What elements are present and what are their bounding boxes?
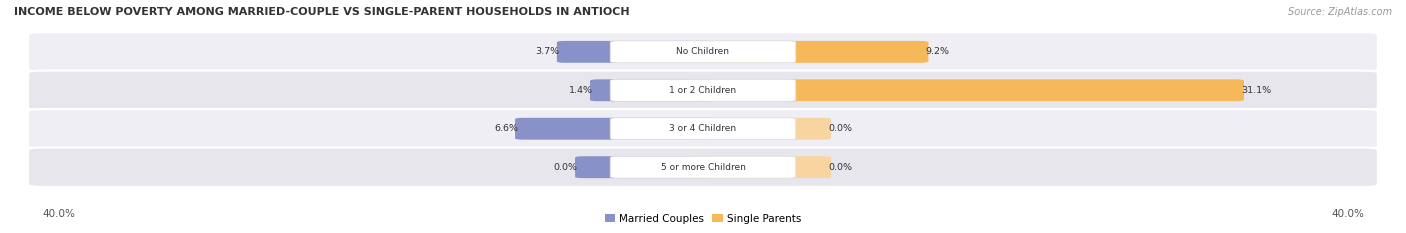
- Legend: Married Couples, Single Parents: Married Couples, Single Parents: [600, 209, 806, 228]
- Text: 3 or 4 Children: 3 or 4 Children: [669, 124, 737, 133]
- FancyBboxPatch shape: [690, 79, 1244, 101]
- FancyBboxPatch shape: [610, 41, 796, 63]
- Text: Source: ZipAtlas.com: Source: ZipAtlas.com: [1288, 7, 1392, 17]
- FancyBboxPatch shape: [690, 156, 831, 178]
- FancyBboxPatch shape: [28, 32, 1378, 72]
- Bar: [787, 81, 1236, 100]
- Bar: [787, 42, 920, 61]
- Bar: [787, 158, 823, 177]
- FancyBboxPatch shape: [690, 118, 831, 140]
- FancyBboxPatch shape: [610, 156, 796, 178]
- FancyBboxPatch shape: [610, 79, 796, 101]
- Text: 5 or more Children: 5 or more Children: [661, 163, 745, 172]
- Text: 0.0%: 0.0%: [554, 163, 578, 172]
- Text: 40.0%: 40.0%: [1331, 209, 1364, 219]
- FancyBboxPatch shape: [690, 41, 928, 63]
- FancyBboxPatch shape: [591, 79, 716, 101]
- Text: INCOME BELOW POVERTY AMONG MARRIED-COUPLE VS SINGLE-PARENT HOUSEHOLDS IN ANTIOCH: INCOME BELOW POVERTY AMONG MARRIED-COUPL…: [14, 7, 630, 17]
- FancyBboxPatch shape: [575, 156, 716, 178]
- Text: No Children: No Children: [676, 47, 730, 56]
- Text: 1.4%: 1.4%: [569, 86, 593, 95]
- FancyBboxPatch shape: [28, 71, 1378, 110]
- Text: 1 or 2 Children: 1 or 2 Children: [669, 86, 737, 95]
- Text: 31.1%: 31.1%: [1241, 86, 1271, 95]
- Text: 3.7%: 3.7%: [536, 47, 560, 56]
- Bar: [523, 119, 619, 138]
- FancyBboxPatch shape: [515, 118, 716, 140]
- Text: 9.2%: 9.2%: [925, 47, 949, 56]
- FancyBboxPatch shape: [28, 147, 1378, 187]
- Text: 0.0%: 0.0%: [828, 163, 852, 172]
- Bar: [787, 119, 823, 138]
- Text: 0.0%: 0.0%: [828, 124, 852, 133]
- Bar: [583, 158, 619, 177]
- FancyBboxPatch shape: [28, 109, 1378, 148]
- Bar: [565, 42, 619, 61]
- Bar: [599, 81, 619, 100]
- Text: 40.0%: 40.0%: [42, 209, 75, 219]
- FancyBboxPatch shape: [557, 41, 716, 63]
- Text: 6.6%: 6.6%: [494, 124, 517, 133]
- FancyBboxPatch shape: [610, 118, 796, 140]
